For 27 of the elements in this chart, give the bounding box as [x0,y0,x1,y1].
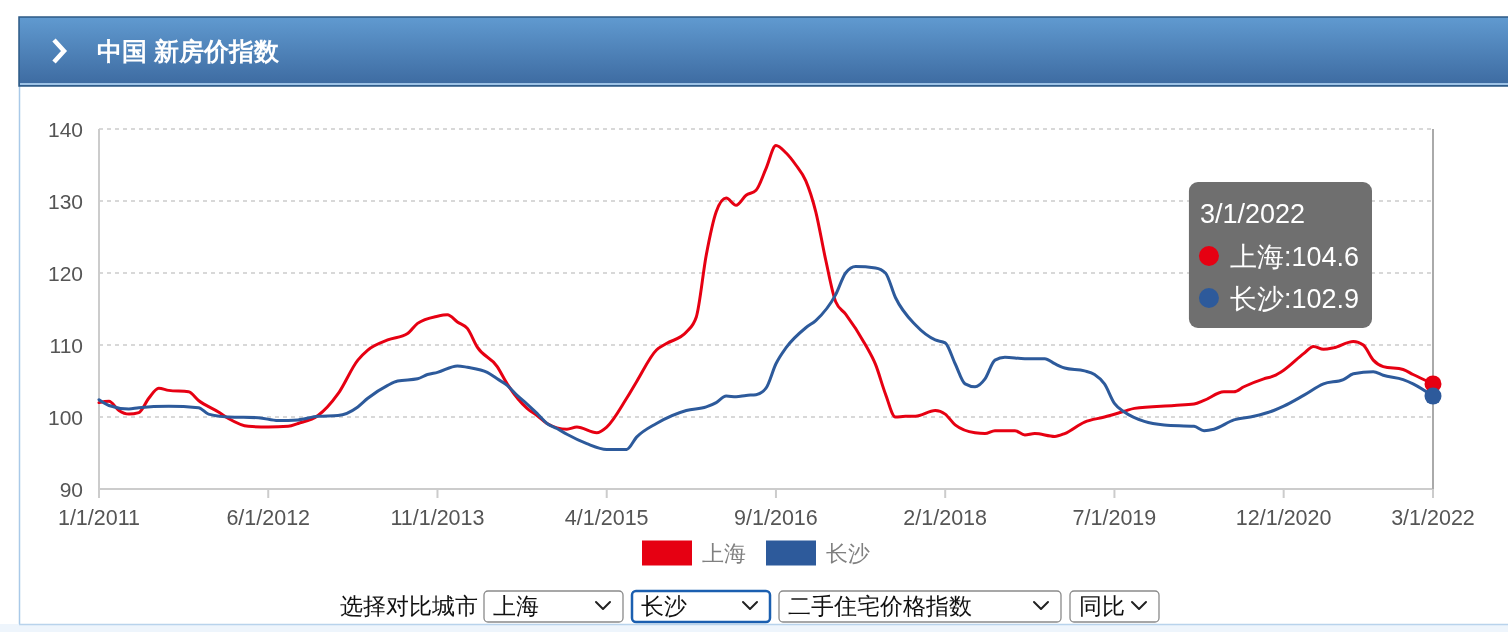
y-tick-label: 110 [49,333,83,357]
y-tick-label: 130 [47,189,83,213]
x-tick-label: 6/1/2012 [226,506,311,530]
dropdown: 二手住宅价格指数 [778,590,1062,623]
chart-title: 中国 新房价指数 [97,37,280,65]
x-tick-label: 11/1/2013 [390,506,485,530]
y-tick-label: 100 [47,405,83,429]
x-tick-label: 12/1/2020 [1235,506,1332,530]
legend-label: 长沙 [826,541,870,566]
x-tick-label: 9/1/2016 [734,506,818,530]
dropdown: 同比 [1069,590,1160,623]
annotation: 上海:104.6 [1229,242,1359,272]
x-tick-label: 7/1/2019 [1072,506,1157,530]
x-tick-label: 2/1/2018 [903,506,988,530]
x-tick-label: 3/1/2022 [1391,506,1475,530]
tooltip: 3/1/2022 上海:104.6 长沙:102.9 [1188,182,1372,328]
y-tick-label: 90 [59,477,83,501]
annotation: 长沙:102.9 [1229,284,1359,314]
y-tick-label: 140 [47,117,83,141]
legend-label: 上海 [702,541,746,566]
x-tick-label: 4/1/2015 [564,506,649,530]
control-label: 选择对比城市 [340,593,478,619]
annotation: 3/1/2022 [1199,199,1306,229]
y-tick-label: 120 [47,261,83,285]
dropdown: 上海 [483,590,624,623]
x-tick-label: 1/1/2011 [57,506,141,530]
dropdown: 长沙 [630,589,772,624]
